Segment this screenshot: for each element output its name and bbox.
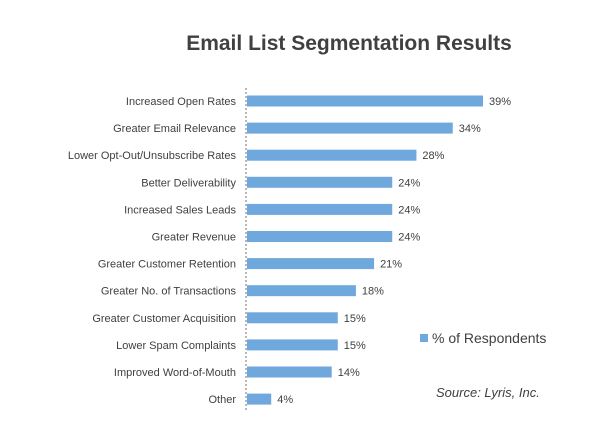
source-note: Source: Lyris, Inc. — [436, 385, 540, 400]
bar — [247, 203, 393, 215]
data-label: 14% — [338, 367, 360, 379]
data-label: 39% — [489, 96, 511, 108]
data-label: 24% — [398, 232, 420, 244]
data-label: 18% — [362, 286, 384, 298]
data-label: 24% — [398, 177, 420, 189]
bar — [247, 339, 338, 351]
category-label: Lower Opt-Out/Unsubscribe Rates — [68, 150, 237, 162]
bar — [247, 366, 332, 378]
chart-title: Email List Segmentation Results — [186, 32, 512, 55]
category-label: Greater No. of Transactions — [101, 286, 237, 298]
category-label: Increased Sales Leads — [124, 204, 236, 216]
category-label: Better Deliverability — [141, 177, 236, 189]
bar — [247, 393, 272, 405]
data-label: 15% — [344, 313, 366, 325]
category-label: Greater Customer Retention — [98, 259, 236, 271]
category-label: Greater Email Relevance — [113, 123, 236, 135]
bar — [247, 258, 375, 270]
bar — [247, 231, 393, 242]
data-label: 28% — [422, 150, 444, 162]
data-label: 34% — [459, 123, 481, 135]
category-label: Greater Revenue — [152, 232, 236, 244]
legend-label: % of Respondents — [432, 330, 547, 346]
category-label: Lower Spam Complaints — [116, 340, 236, 352]
category-label: Increased Open Rates — [126, 96, 237, 108]
category-label: Improved Word-of-Mouth — [114, 367, 236, 379]
bar — [247, 176, 393, 188]
bar — [247, 122, 453, 134]
bar — [247, 285, 356, 297]
bar — [247, 312, 338, 324]
data-label: 4% — [277, 394, 293, 406]
legend: % of Respondents — [420, 330, 546, 346]
data-label: 15% — [344, 340, 366, 352]
data-label: 24% — [398, 204, 420, 216]
bar — [247, 95, 483, 107]
category-label: Other — [208, 394, 236, 406]
bar — [247, 149, 417, 161]
legend-swatch — [420, 334, 428, 342]
data-label: 21% — [380, 259, 402, 271]
category-label: Greater Customer Acquisition — [92, 313, 236, 325]
